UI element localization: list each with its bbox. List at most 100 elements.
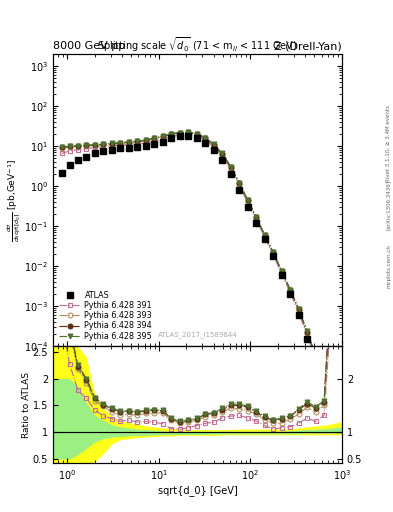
Line: Pythia 6.428 395: Pythia 6.428 395	[59, 130, 335, 416]
Pythia 6.428 395	[296, 306, 301, 312]
Pythia 6.428 393	[305, 330, 309, 336]
Pythia 6.428 393	[237, 181, 242, 187]
Pythia 6.428 395	[263, 231, 267, 238]
Line: Pythia 6.428 394: Pythia 6.428 394	[59, 130, 335, 416]
Pythia 6.428 393	[203, 135, 208, 141]
Pythia 6.428 395	[118, 140, 123, 146]
Pythia 6.428 394	[322, 379, 327, 386]
Pythia 6.428 394	[237, 180, 242, 186]
Pythia 6.428 391	[203, 137, 208, 143]
ATLAS	[84, 154, 89, 160]
Pythia 6.428 394	[203, 135, 208, 141]
Pythia 6.428 391	[118, 142, 123, 148]
Pythia 6.428 391	[305, 332, 309, 338]
Pythia 6.428 395	[59, 144, 64, 151]
Pythia 6.428 393	[67, 144, 72, 150]
ATLAS	[143, 143, 148, 149]
Pythia 6.428 394	[305, 329, 309, 335]
ATLAS	[228, 171, 233, 177]
Pythia 6.428 394	[211, 141, 216, 147]
Pythia 6.428 394	[313, 353, 318, 359]
Pythia 6.428 395	[110, 140, 114, 146]
Pythia 6.428 391	[92, 144, 97, 151]
ATLAS	[67, 162, 72, 168]
Pythia 6.428 395	[237, 180, 242, 186]
Pythia 6.428 394	[101, 141, 106, 147]
Pythia 6.428 394	[75, 143, 80, 149]
Pythia 6.428 395	[152, 135, 157, 141]
ATLAS	[296, 312, 301, 318]
Pythia 6.428 394	[254, 215, 259, 221]
Text: 8000 GeV pp: 8000 GeV pp	[53, 41, 125, 51]
Pythia 6.428 394	[143, 137, 148, 143]
Pythia 6.428 391	[135, 141, 140, 147]
Text: Z (Drell-Yan): Z (Drell-Yan)	[274, 41, 342, 51]
ATLAS	[313, 359, 318, 366]
Legend: ATLAS, Pythia 6.428 391, Pythia 6.428 393, Pythia 6.428 394, Pythia 6.428 395: ATLAS, Pythia 6.428 391, Pythia 6.428 39…	[57, 289, 154, 343]
ATLAS	[220, 157, 225, 163]
Pythia 6.428 393	[135, 139, 140, 145]
ATLAS	[195, 135, 199, 141]
Pythia 6.428 394	[178, 130, 182, 136]
Pythia 6.428 394	[195, 131, 199, 137]
ATLAS	[203, 140, 208, 146]
Pythia 6.428 393	[59, 145, 64, 151]
Pythia 6.428 393	[110, 141, 114, 147]
Pythia 6.428 393	[296, 307, 301, 313]
Pythia 6.428 395	[305, 328, 309, 334]
ATLAS	[118, 145, 123, 152]
Text: mcplots.cern.ch: mcplots.cern.ch	[386, 244, 391, 288]
Pythia 6.428 391	[211, 144, 216, 150]
Pythia 6.428 393	[330, 411, 335, 417]
ATLAS	[59, 170, 64, 176]
Pythia 6.428 391	[228, 166, 233, 173]
ATLAS	[127, 145, 131, 151]
Pythia 6.428 393	[186, 130, 191, 136]
Line: Pythia 6.428 393: Pythia 6.428 393	[59, 130, 335, 417]
Pythia 6.428 393	[127, 140, 131, 146]
ATLAS	[305, 336, 309, 343]
Pythia 6.428 395	[228, 163, 233, 169]
Pythia 6.428 391	[322, 382, 327, 389]
Pythia 6.428 393	[263, 232, 267, 239]
Pythia 6.428 394	[127, 139, 131, 145]
Pythia 6.428 391	[152, 138, 157, 144]
Pythia 6.428 395	[195, 131, 199, 137]
Pythia 6.428 395	[127, 139, 131, 145]
Pythia 6.428 393	[211, 142, 216, 148]
Y-axis label: Ratio to ATLAS: Ratio to ATLAS	[22, 372, 31, 438]
ATLAS	[160, 139, 165, 145]
Pythia 6.428 391	[186, 131, 191, 137]
ATLAS	[152, 141, 157, 147]
Pythia 6.428 391	[254, 217, 259, 223]
ATLAS	[263, 236, 267, 242]
X-axis label: sqrt{d_0} [GeV]: sqrt{d_0} [GeV]	[158, 485, 237, 496]
Pythia 6.428 393	[245, 198, 250, 204]
Pythia 6.428 395	[288, 287, 292, 293]
Pythia 6.428 391	[67, 148, 72, 154]
Pythia 6.428 395	[75, 143, 80, 149]
Pythia 6.428 391	[75, 147, 80, 153]
Pythia 6.428 391	[127, 141, 131, 147]
Pythia 6.428 393	[75, 143, 80, 150]
Pythia 6.428 395	[271, 249, 275, 255]
Pythia 6.428 391	[169, 134, 174, 140]
Pythia 6.428 393	[228, 164, 233, 170]
Pythia 6.428 391	[237, 182, 242, 188]
Pythia 6.428 393	[322, 380, 327, 386]
Pythia 6.428 391	[271, 252, 275, 258]
ATLAS	[101, 148, 106, 155]
Pythia 6.428 394	[160, 133, 165, 139]
ATLAS	[92, 151, 97, 157]
Pythia 6.428 391	[330, 413, 335, 419]
Y-axis label: $\frac{d\sigma}{d\mathrm{sqrt}[d_0]}$ [pb,GeV$^{-1}$]: $\frac{d\sigma}{d\mathrm{sqrt}[d_0]}$ [p…	[5, 159, 23, 242]
Pythia 6.428 395	[101, 141, 106, 147]
Pythia 6.428 394	[220, 151, 225, 157]
Pythia 6.428 393	[101, 141, 106, 147]
Pythia 6.428 395	[169, 131, 174, 137]
ATLAS	[178, 133, 182, 139]
Title: Splitting scale $\sqrt{d_0}$ (71 < m$_{ll}$ < 111 GeV): Splitting scale $\sqrt{d_0}$ (71 < m$_{l…	[97, 35, 298, 54]
Pythia 6.428 395	[211, 141, 216, 147]
Pythia 6.428 395	[143, 137, 148, 143]
Pythia 6.428 393	[169, 131, 174, 137]
